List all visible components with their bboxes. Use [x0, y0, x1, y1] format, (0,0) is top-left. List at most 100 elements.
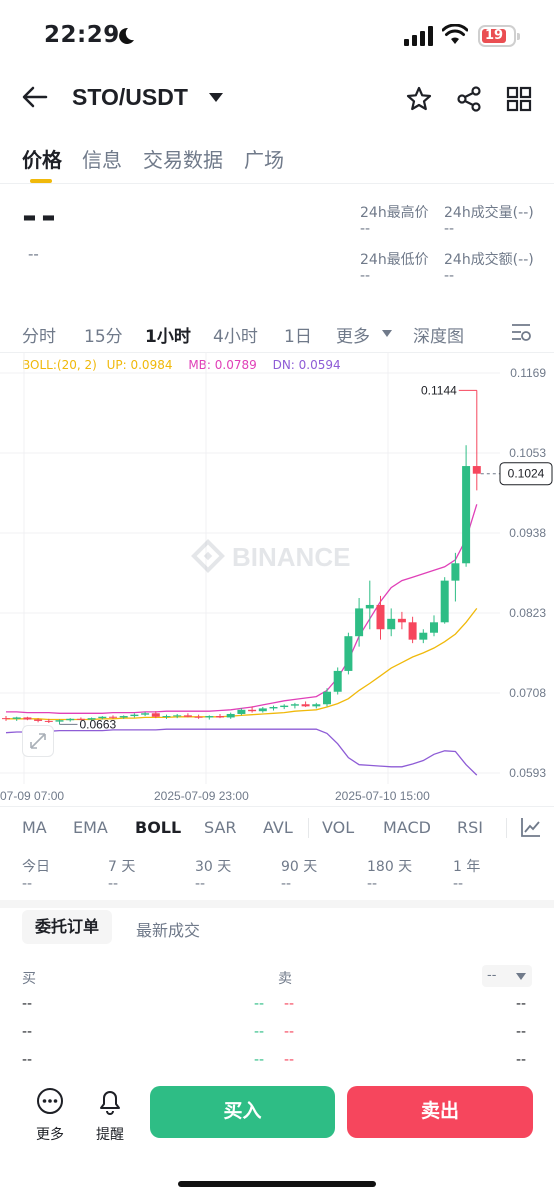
pair-dropdown-caret-icon[interactable]: [209, 93, 223, 102]
candle-body: [408, 622, 417, 640]
more-button[interactable]: 更多: [26, 1086, 74, 1143]
candle-body: [2, 718, 10, 720]
tab-open-orders[interactable]: 委托订单: [22, 910, 112, 944]
boll-legend: BOLL:(20, 2) UP: 0.0984 MB: 0.0789 DN: 0…: [22, 358, 341, 372]
indicator-macd[interactable]: MACD: [383, 818, 431, 837]
indicator-separator: [308, 818, 309, 838]
buy-column-header: 买: [22, 971, 36, 987]
buy-button[interactable]: 买入: [150, 1086, 335, 1138]
low-value: --: [360, 268, 371, 284]
perf-30d-label: 30 天: [195, 859, 232, 875]
alert-label: 提醒: [96, 1127, 124, 1143]
boll-up: UP: 0.0984: [106, 358, 173, 372]
watermark: BINANCE: [191, 539, 350, 573]
interval-1h[interactable]: 1小时: [145, 327, 191, 347]
candle-body: [248, 709, 257, 712]
divider: [0, 183, 554, 184]
alert-button[interactable]: 提醒: [86, 1086, 134, 1143]
amount-value: --: [444, 268, 455, 284]
moon-icon: [119, 27, 134, 44]
interval-timeline[interactable]: 分时: [22, 327, 56, 347]
candle-body: [12, 717, 21, 719]
interval-more[interactable]: 更多: [336, 327, 370, 347]
tab-square[interactable]: 广场: [244, 148, 284, 172]
boll-up-line: [6, 504, 478, 714]
interval-1d[interactable]: 1日: [284, 327, 312, 347]
interval-15m[interactable]: 15分: [84, 327, 123, 347]
price-axis-label: 0.1053: [509, 446, 546, 460]
indicator-settings-icon[interactable]: [520, 816, 542, 838]
perf-today-label: 今日: [22, 859, 50, 875]
tab-info[interactable]: 信息: [82, 148, 122, 172]
indicator-boll[interactable]: BOLL: [135, 818, 182, 837]
candle-body: [376, 604, 385, 630]
indicator-ema[interactable]: EMA: [73, 818, 108, 837]
candle-body: [76, 718, 85, 720]
chart-settings-icon[interactable]: [510, 322, 532, 342]
candlestick-chart[interactable]: 0.1169 0.1053 0.0938 0.0823 0.0708 0.0593 -07-…: [0, 352, 554, 810]
precision-caret-icon: [516, 973, 526, 980]
candle-body: [98, 716, 107, 719]
indicator-rsi[interactable]: RSI: [457, 818, 483, 837]
price-change: --: [28, 245, 39, 263]
perf-180d-label: 180 天: [367, 859, 413, 875]
bid-price: --: [22, 1024, 33, 1040]
candle-body: [462, 466, 471, 564]
grid-menu-icon[interactable]: [506, 86, 532, 112]
more-dots-icon: [37, 1088, 63, 1114]
perf-90d-value: --: [281, 876, 292, 892]
interval-4h[interactable]: 4小时: [213, 327, 258, 347]
expand-chart-button[interactable]: [22, 725, 54, 757]
indicator-ma[interactable]: MA: [22, 818, 47, 837]
more-caret-icon[interactable]: [382, 330, 392, 337]
ask-price: --: [516, 1024, 527, 1040]
candle-body: [472, 466, 481, 474]
candle-body: [141, 713, 150, 715]
time-axis-label: 2025-07-10 15:00: [335, 789, 430, 803]
last-price: --: [22, 196, 60, 237]
candle-body: [397, 618, 406, 623]
tab-price[interactable]: 价格: [22, 148, 62, 172]
boll-mb-line: [6, 608, 478, 721]
depth-chart-tab[interactable]: 深度图: [413, 327, 464, 347]
ask-depth: --: [284, 996, 295, 1012]
indicator-vol[interactable]: VOL: [322, 818, 355, 837]
favorite-star-icon[interactable]: [406, 86, 432, 112]
tab-recent-trades[interactable]: 最新成交: [136, 921, 201, 940]
perf-30d-value: --: [195, 876, 206, 892]
low-label: 24h最低价: [360, 252, 429, 268]
volume-label: 24h成交量(--): [444, 205, 534, 221]
candle-body: [226, 713, 235, 718]
candle-body: [119, 716, 128, 718]
sell-button[interactable]: 卖出: [347, 1086, 533, 1138]
more-label: 更多: [36, 1127, 64, 1143]
perf-7d-label: 7 天: [108, 859, 136, 875]
section-divider: [0, 900, 554, 908]
candle-body: [66, 718, 75, 721]
watermark-text: BINANCE: [232, 542, 350, 572]
candle-body: [280, 705, 289, 708]
home-indicator: [178, 1181, 376, 1187]
indicator-sar[interactable]: SAR: [204, 818, 237, 837]
candle-body: [205, 716, 214, 718]
indicator-avl[interactable]: AVL: [263, 818, 293, 837]
back-arrow-icon[interactable]: [22, 86, 48, 108]
divider: [0, 352, 554, 353]
ask-price: --: [516, 1052, 527, 1068]
candle-body: [151, 713, 160, 717]
candle-body: [194, 716, 203, 718]
candle-body: [355, 608, 364, 637]
battery-icon: 19: [478, 25, 520, 47]
candle-body: [162, 716, 171, 718]
pair-title[interactable]: STO/USDT: [72, 84, 188, 110]
expand-icon: [30, 733, 46, 749]
perf-1y-value: --: [453, 876, 464, 892]
precision-dropdown[interactable]: --: [482, 965, 532, 987]
candle-body: [323, 691, 331, 705]
share-icon[interactable]: [456, 86, 482, 112]
tab-trading-data[interactable]: 交易数据: [143, 148, 223, 172]
candle-body: [419, 632, 428, 640]
boll-mb: MB: 0.0789: [188, 358, 257, 372]
candle-body: [258, 708, 267, 712]
candle-body: [312, 704, 321, 707]
